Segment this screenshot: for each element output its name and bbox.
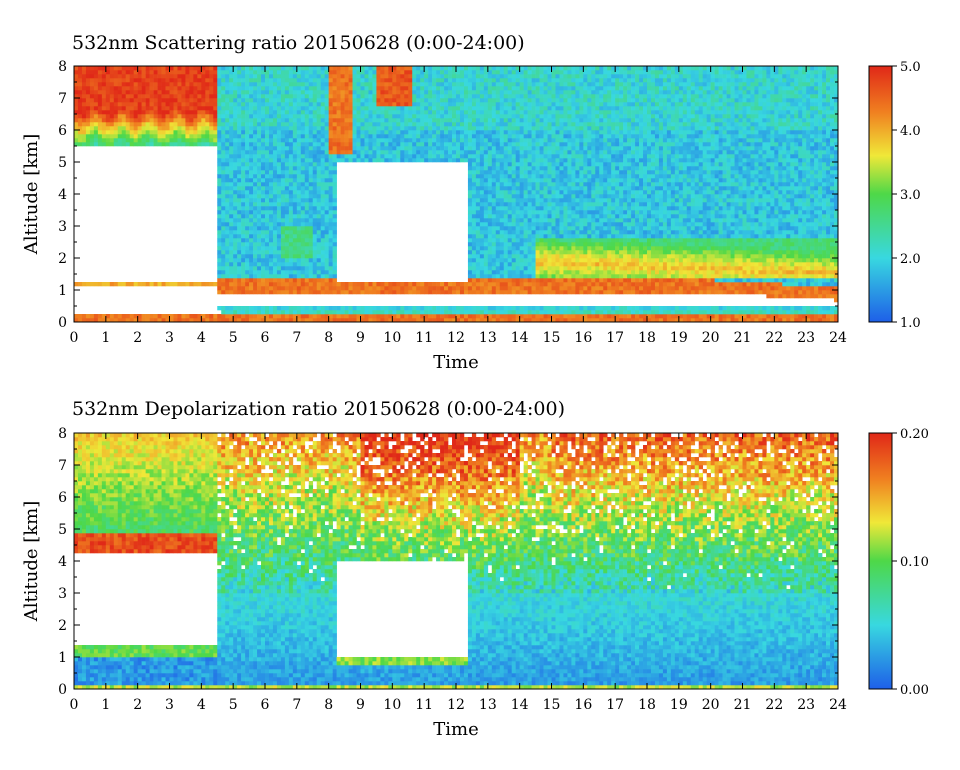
x-tick-label: 18 <box>638 697 656 713</box>
y-tick-label: 4 <box>58 187 67 203</box>
x-tick-label: 17 <box>606 697 624 713</box>
y-tick-label: 0 <box>58 682 67 698</box>
x-tick-label: 1 <box>101 330 110 346</box>
y-tick-label: 0 <box>58 315 67 331</box>
plot2-title: 532nm Depolarization ratio 20150628 (0:0… <box>72 398 565 420</box>
x-tick-label: 16 <box>574 697 592 713</box>
x-tick-label: 15 <box>543 330 561 346</box>
x-tick-label: 9 <box>356 330 365 346</box>
plot2: 0 1 2 3 4 5 6 7 8 9 10 11 12 13 14 15 16 17 18 19 20 21 22 23 24… <box>21 426 929 740</box>
x-tick-label: 11 <box>415 697 433 713</box>
x-tick-label: 8 <box>324 330 333 346</box>
x-tick-label: 3 <box>165 330 174 346</box>
y-axis-label: Altitude [km] <box>21 134 42 256</box>
plot1-title: 532nm Scattering ratio 20150628 (0:00-24… <box>72 32 525 54</box>
x-tick-label: 23 <box>797 697 815 713</box>
colorbar <box>868 65 893 323</box>
colorbar <box>868 432 893 690</box>
x-tick-label: 4 <box>197 697 206 713</box>
y-tick-label: 3 <box>58 219 67 235</box>
colorbar-tick-label: 5.0 <box>900 60 921 75</box>
plot1: 0 1 2 3 4 5 6 7 8 9 10 11 12 13 14 15 16 17 18 19 20 21 22 23 24… <box>21 59 921 373</box>
x-tick-label: 10 <box>383 330 401 346</box>
x-tick-label: 15 <box>543 697 561 713</box>
x-tick-label: 6 <box>261 697 270 713</box>
x-tick-label: 13 <box>479 330 497 346</box>
x-tick-label: 23 <box>797 330 815 346</box>
x-tick-label: 10 <box>383 697 401 713</box>
x-tick-label: 0 <box>70 330 79 346</box>
y-tick-label: 6 <box>58 490 67 506</box>
y-tick-label: 8 <box>58 426 67 442</box>
colorbar-tick-label: 3.0 <box>900 188 921 203</box>
x-tick-label: 20 <box>702 330 720 346</box>
x-tick-label: 7 <box>292 697 301 713</box>
x-tick-label: 2 <box>133 697 142 713</box>
y-tick-label: 3 <box>58 586 67 602</box>
x-axis-label: Time <box>433 352 478 373</box>
colorbar-tick-label: 0.20 <box>900 427 929 442</box>
x-tick-label: 1 <box>101 697 110 713</box>
x-tick-label: 19 <box>670 697 688 713</box>
x-tick-label: 16 <box>574 330 592 346</box>
x-tick-label: 13 <box>479 697 497 713</box>
x-tick-label: 12 <box>447 697 465 713</box>
y-tick-label: 2 <box>58 618 67 634</box>
x-tick-label: 17 <box>606 330 624 346</box>
x-tick-label: 21 <box>734 330 752 346</box>
x-tick-label: 22 <box>765 330 783 346</box>
y-tick-label: 8 <box>58 59 67 75</box>
x-tick-label: 3 <box>165 697 174 713</box>
x-tick-label: 6 <box>261 330 270 346</box>
x-tick-label: 2 <box>133 330 142 346</box>
x-tick-label: 9 <box>356 697 365 713</box>
y-axis-label: Altitude [km] <box>21 501 42 623</box>
x-tick-label: 20 <box>702 697 720 713</box>
y-tick-label: 6 <box>58 123 67 139</box>
heatmap-cells <box>74 66 839 323</box>
x-axis-label: Time <box>433 719 478 740</box>
x-tick-label: 24 <box>829 697 847 713</box>
y-tick-label: 7 <box>58 458 67 474</box>
y-tick-label: 5 <box>58 522 67 538</box>
y-tick-label: 5 <box>58 155 67 171</box>
y-tick-label: 1 <box>58 650 67 666</box>
x-tick-label: 5 <box>229 697 238 713</box>
y-tick-label: 4 <box>58 554 67 570</box>
x-tick-label: 11 <box>415 330 433 346</box>
x-tick-label: 5 <box>229 330 238 346</box>
x-tick-label: 7 <box>292 330 301 346</box>
x-tick-label: 8 <box>324 697 333 713</box>
y-tick-label: 1 <box>58 283 67 299</box>
x-tick-label: 18 <box>638 330 656 346</box>
x-tick-label: 14 <box>511 697 529 713</box>
colorbar-tick-label: 2.0 <box>900 252 921 267</box>
y-tick-label: 7 <box>58 91 67 107</box>
x-tick-label: 4 <box>197 330 206 346</box>
x-tick-label: 24 <box>829 330 847 346</box>
y-tick-label: 2 <box>58 251 67 267</box>
colorbar-tick-label: 0.00 <box>900 683 929 698</box>
x-tick-label: 14 <box>511 330 529 346</box>
colorbar-tick-label: 4.0 <box>900 124 921 139</box>
x-tick-label: 21 <box>734 697 752 713</box>
colorbar-tick-label: 0.10 <box>900 555 929 570</box>
x-tick-label: 19 <box>670 330 688 346</box>
x-tick-label: 22 <box>765 697 783 713</box>
heatmap-cells <box>74 433 839 690</box>
x-tick-label: 12 <box>447 330 465 346</box>
colorbar-tick-label: 1.0 <box>900 316 921 331</box>
x-tick-label: 0 <box>70 697 79 713</box>
